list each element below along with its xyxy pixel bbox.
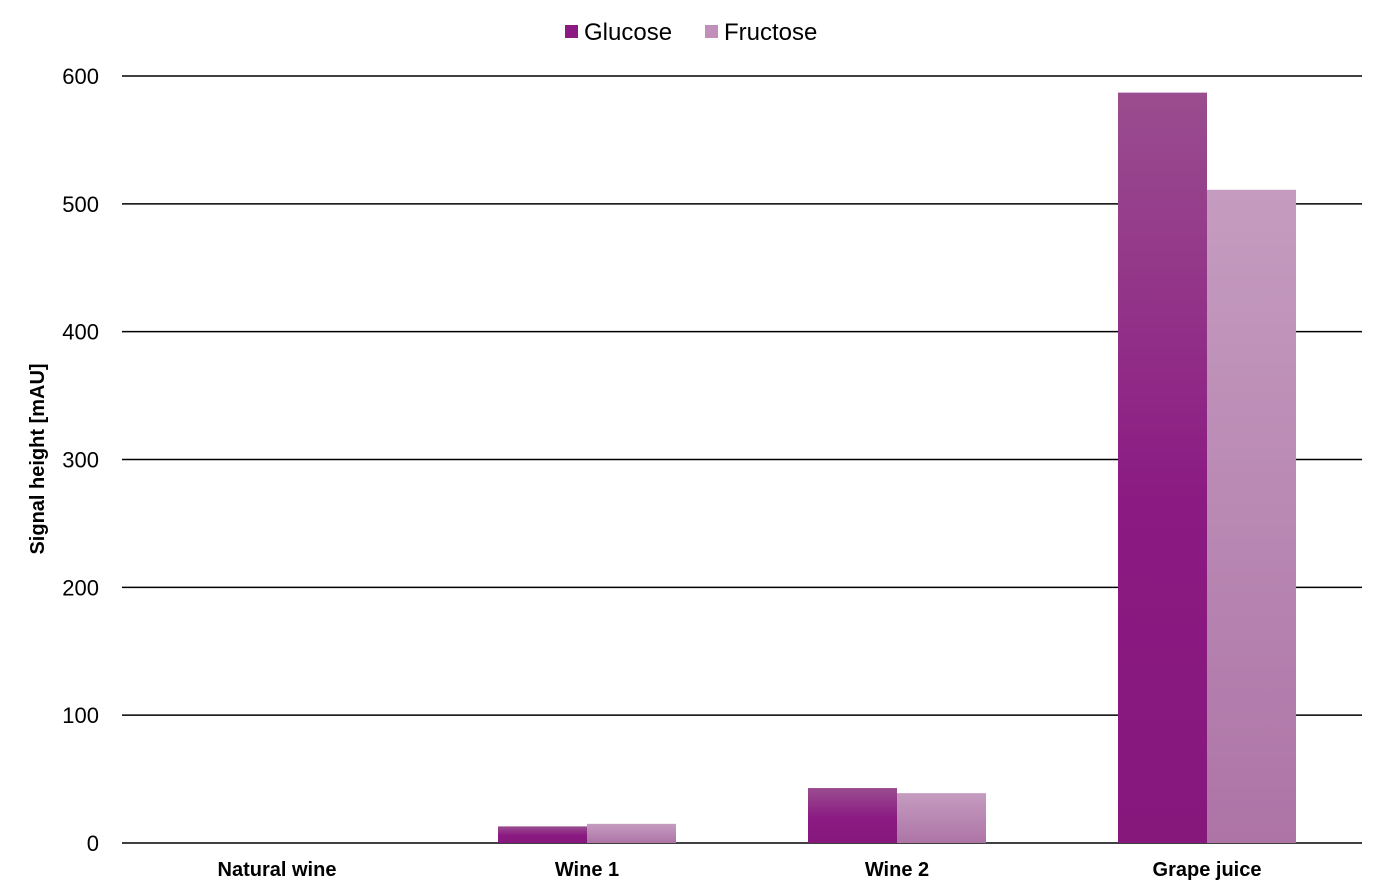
bar-glucose-wine-2 xyxy=(808,788,897,843)
y-tick-label: 400 xyxy=(62,320,99,345)
legend-swatch-glucose xyxy=(565,25,578,38)
bar-fructose-wine-2 xyxy=(897,793,986,843)
y-tick-label: 300 xyxy=(62,448,99,473)
y-tick-labels: 0 100 200 300 400 500 600 xyxy=(62,64,99,856)
category-label: Natural wine xyxy=(218,859,337,881)
category-label: Grape juice xyxy=(1153,859,1262,881)
bar-glucose-wine-1 xyxy=(498,826,587,843)
y-tick-label: 600 xyxy=(62,64,99,89)
category-label: Wine 1 xyxy=(555,859,619,881)
bar-fructose-grape-juice xyxy=(1207,189,1296,843)
category-label: Wine 2 xyxy=(865,859,929,881)
gridlines xyxy=(122,75,1362,844)
legend-swatch-fructose xyxy=(705,25,718,38)
bars xyxy=(498,92,1296,843)
y-axis-label: Signal height [mAU] xyxy=(27,363,49,554)
y-tick-label: 500 xyxy=(62,192,99,217)
legend-label-fructose: Fructose xyxy=(724,19,817,46)
y-tick-label: 200 xyxy=(62,575,99,600)
legend: Glucose Fructose xyxy=(565,19,817,46)
legend-label-glucose: Glucose xyxy=(584,19,672,46)
y-tick-label: 100 xyxy=(62,703,99,728)
category-labels: Natural wine Wine 1 Wine 2 Grape juice xyxy=(218,859,1262,881)
y-tick-label: 0 xyxy=(87,831,99,856)
bar-fructose-wine-1 xyxy=(587,823,676,843)
bar-glucose-grape-juice xyxy=(1118,92,1207,843)
